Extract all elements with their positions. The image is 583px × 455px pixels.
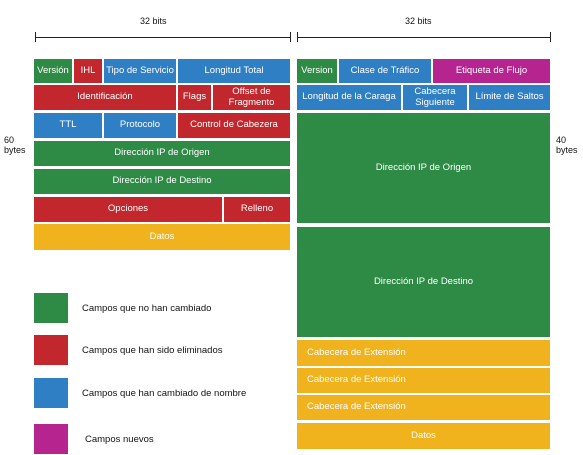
ipv6-destination-address: Dirección IP de Destino xyxy=(297,227,550,337)
ipv4-total-length: Longitud Total xyxy=(178,59,290,83)
legend-label-removed: Campos que han sido eliminados xyxy=(82,345,223,356)
ipv6-next-header: Cabecera Siguiente xyxy=(403,85,467,110)
ipv4-version: Versión xyxy=(34,59,72,83)
ipv4-bracket-left-tick xyxy=(35,32,36,42)
ipv6-width-bracket xyxy=(297,37,550,38)
ipv6-traffic-class: Clase de Tráfico xyxy=(339,59,431,83)
ipv4-tos: Tipo de Servicio xyxy=(104,59,176,83)
legend-swatch-renamed xyxy=(34,378,68,408)
ipv6-hop-limit: Límite de Saltos xyxy=(469,85,550,110)
ipv4-size-label: 60 bytes xyxy=(4,135,26,156)
ipv6-extension-header-3: Cabecera de Extensión xyxy=(297,395,550,420)
ipv6-bracket-right-tick xyxy=(550,32,551,42)
ipv6-payload-length: Longitud de la Caraga xyxy=(297,85,401,110)
legend-label-renamed: Campos que han cambiado de nombre xyxy=(82,388,247,399)
ipv4-fragment-offset: Offset de Fragmento xyxy=(213,85,290,110)
ipv6-size-label: 40 bytes xyxy=(556,135,578,156)
ipv4-source-address: Dirección IP de Origen xyxy=(34,141,290,166)
ipv4-padding: Relleno xyxy=(224,197,290,222)
ipv4-ttl: TTL xyxy=(34,113,102,138)
ipv6-extension-header-2: Cabecera de Extensión xyxy=(297,368,550,393)
ipv4-options: Opciones xyxy=(34,197,222,222)
ipv4-ihl: IHL xyxy=(74,59,102,83)
ipv6-version: Version xyxy=(297,59,337,83)
ipv4-bracket-right-tick xyxy=(290,32,291,42)
ipv4-protocol: Protocolo xyxy=(104,113,176,138)
ipv6-bracket-left-tick xyxy=(297,32,298,42)
ipv4-width-label: 32 bits xyxy=(140,16,167,26)
legend-label-new: Campos nuevos xyxy=(85,434,154,445)
ipv6-extension-header-1: Cabecera de Extensión xyxy=(297,340,550,366)
ipv6-flow-label: Etiqueta de Flujo xyxy=(433,59,550,83)
ipv6-source-address: Dirección IP de Origen xyxy=(297,113,550,223)
ipv4-destination-address: Dirección IP de Destino xyxy=(34,169,290,194)
ipv4-width-bracket xyxy=(35,37,290,38)
ipv4-flags: Flags xyxy=(178,85,211,110)
legend-swatch-removed xyxy=(34,335,68,365)
legend-swatch-unchanged xyxy=(34,293,68,323)
ipv4-identification: Identificación xyxy=(34,85,176,110)
ipv4-header-checksum: Control de Cabezera xyxy=(178,113,290,138)
ipv6-width-label: 32 bits xyxy=(405,16,432,26)
legend-label-unchanged: Campos que no han cambiado xyxy=(82,303,212,314)
legend-swatch-new xyxy=(34,424,68,454)
ipv6-data: Datos xyxy=(297,423,550,449)
ipv4-data: Datos xyxy=(34,224,290,250)
